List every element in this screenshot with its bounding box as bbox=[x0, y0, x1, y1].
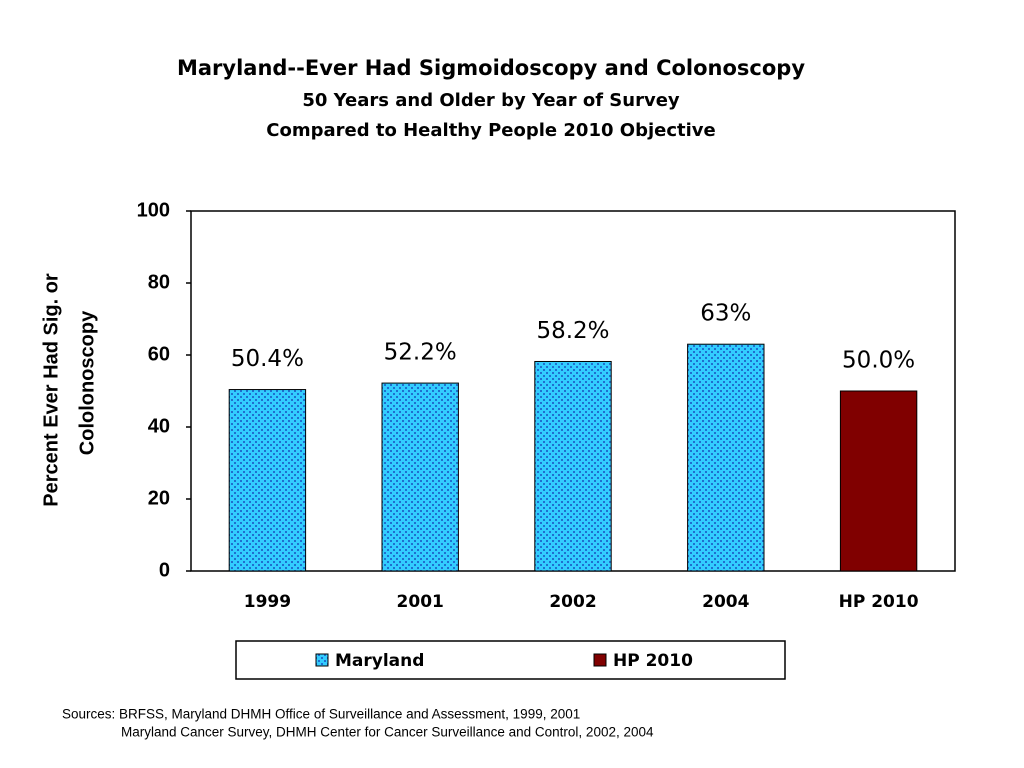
chart-subtitle: 50 Years and Older by Year of Survey bbox=[302, 90, 680, 111]
y-tick-label: 0 bbox=[159, 559, 170, 581]
y-tick-label: 40 bbox=[148, 415, 170, 437]
x-tick-label: 2002 bbox=[549, 592, 596, 612]
legend-swatch bbox=[315, 653, 329, 667]
legend-swatch bbox=[593, 653, 607, 667]
data-label: 52.2% bbox=[384, 340, 457, 366]
x-tick-label: 2004 bbox=[702, 592, 749, 612]
source-note: Sources: BRFSS, Maryland DHMH Office of … bbox=[62, 707, 580, 722]
y-axis-label: Cololonoscopy bbox=[76, 310, 98, 455]
data-label: 58.2% bbox=[536, 318, 609, 344]
x-tick-label: 1999 bbox=[244, 592, 291, 612]
y-axis-label-line: Cololonoscopy bbox=[76, 310, 98, 455]
data-label: 63% bbox=[700, 301, 751, 327]
bar bbox=[687, 343, 765, 572]
chart-title: Maryland--Ever Had Sigmoidoscopy and Col… bbox=[177, 56, 805, 80]
y-tick-label: 60 bbox=[148, 343, 170, 365]
y-tick-label: 80 bbox=[148, 271, 170, 293]
bar bbox=[381, 382, 459, 572]
legend-label: HP 2010 bbox=[613, 651, 693, 671]
y-tick-label: 100 bbox=[137, 199, 170, 221]
bar bbox=[534, 360, 612, 572]
chart-subtitle: Compared to Healthy People 2010 Objectiv… bbox=[266, 120, 715, 141]
x-tick-label: 2001 bbox=[397, 592, 444, 612]
y-tick-label: 20 bbox=[148, 487, 170, 509]
bar bbox=[228, 389, 307, 572]
y-axis-label-line: Percent Ever Had Sig. or bbox=[40, 273, 62, 507]
legend-label: Maryland bbox=[335, 651, 424, 671]
y-axis-label: Percent Ever Had Sig. or bbox=[40, 273, 62, 507]
data-label: 50.4% bbox=[231, 346, 304, 372]
source-note: Maryland Cancer Survey, DHMH Center for … bbox=[121, 725, 654, 740]
data-label: 50.0% bbox=[842, 348, 915, 374]
bar bbox=[839, 390, 918, 572]
x-tick-label: HP 2010 bbox=[839, 592, 919, 612]
